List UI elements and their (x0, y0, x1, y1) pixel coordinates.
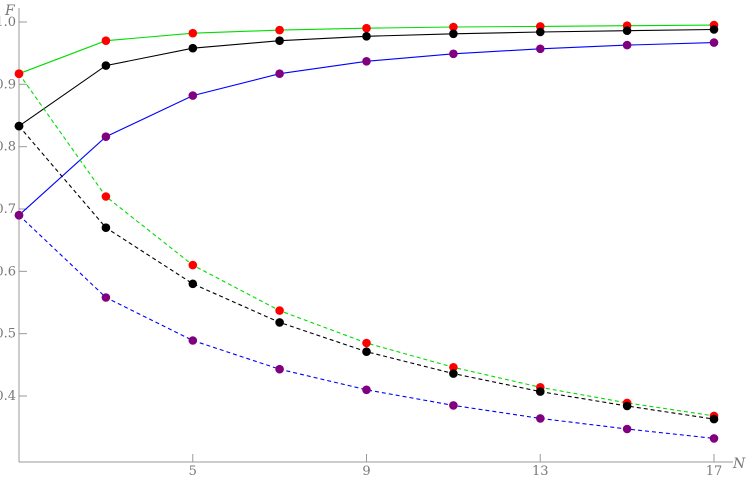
data-point (622, 26, 632, 35)
y-tick-label: 0.4 (0, 389, 16, 404)
data-point (188, 260, 198, 270)
data-point (709, 38, 719, 47)
data-point (275, 318, 284, 327)
data-point (101, 223, 111, 232)
y-tick-label: 0.8 (0, 140, 16, 155)
data-point (14, 210, 24, 220)
data-point (536, 44, 545, 54)
x-tick-label: 17 (706, 464, 723, 479)
data-point (449, 29, 458, 39)
data-point (622, 40, 632, 50)
series-line-5 (18, 125, 715, 420)
data-point (362, 347, 371, 357)
data-point (449, 401, 458, 410)
data-point (449, 22, 458, 32)
data-point (188, 91, 198, 100)
data-point (362, 338, 371, 348)
data-point (188, 336, 198, 345)
data-point (101, 36, 111, 45)
x-tick-label: 13 (532, 464, 549, 479)
data-point (275, 364, 284, 374)
data-point (449, 363, 458, 372)
data-point (101, 61, 111, 70)
y-tick-label: 0.9 (0, 77, 16, 92)
data-point (362, 385, 371, 395)
y-tick-label: 0.7 (0, 202, 16, 217)
series-line-4 (18, 73, 715, 417)
data-point (536, 387, 545, 396)
data-point (709, 434, 719, 443)
axes (18, 8, 733, 463)
x-tick-label: 5 (189, 464, 197, 479)
data-point (362, 57, 371, 66)
data-point (709, 414, 719, 424)
x-axis-title: N (732, 456, 746, 472)
y-axis-title: F (4, 3, 16, 19)
data-point (449, 49, 458, 59)
y-tick-label: 0.5 (0, 327, 16, 342)
data-point (275, 36, 284, 45)
series-line-6 (18, 214, 715, 439)
y-tick-label: 0.6 (0, 264, 16, 279)
data-point (275, 69, 284, 78)
data-point (188, 279, 198, 289)
data-point (622, 401, 632, 411)
data-point (14, 69, 24, 78)
data-point (709, 25, 719, 34)
series-lines (18, 24, 715, 439)
series-points (14, 20, 719, 443)
data-point (101, 293, 111, 302)
data-point (101, 132, 111, 141)
data-point (622, 424, 632, 434)
ticks: 5 9 13 17 0.4 0.5 0.6 0.7 0.8 0.9 1.0 (0, 15, 722, 479)
data-point (188, 28, 198, 38)
series-line-2 (18, 28, 715, 127)
data-point (275, 306, 284, 315)
data-point (449, 369, 458, 378)
data-point (362, 23, 371, 33)
y-tick-label: 1.0 (0, 15, 16, 30)
data-point (362, 32, 371, 41)
series-line-3 (18, 42, 715, 216)
data-point (275, 25, 284, 35)
data-point (101, 192, 111, 201)
data-point (536, 27, 545, 37)
data-point (188, 43, 198, 53)
data-point (14, 121, 24, 131)
x-tick-label: 9 (362, 464, 370, 479)
data-point (536, 414, 545, 423)
